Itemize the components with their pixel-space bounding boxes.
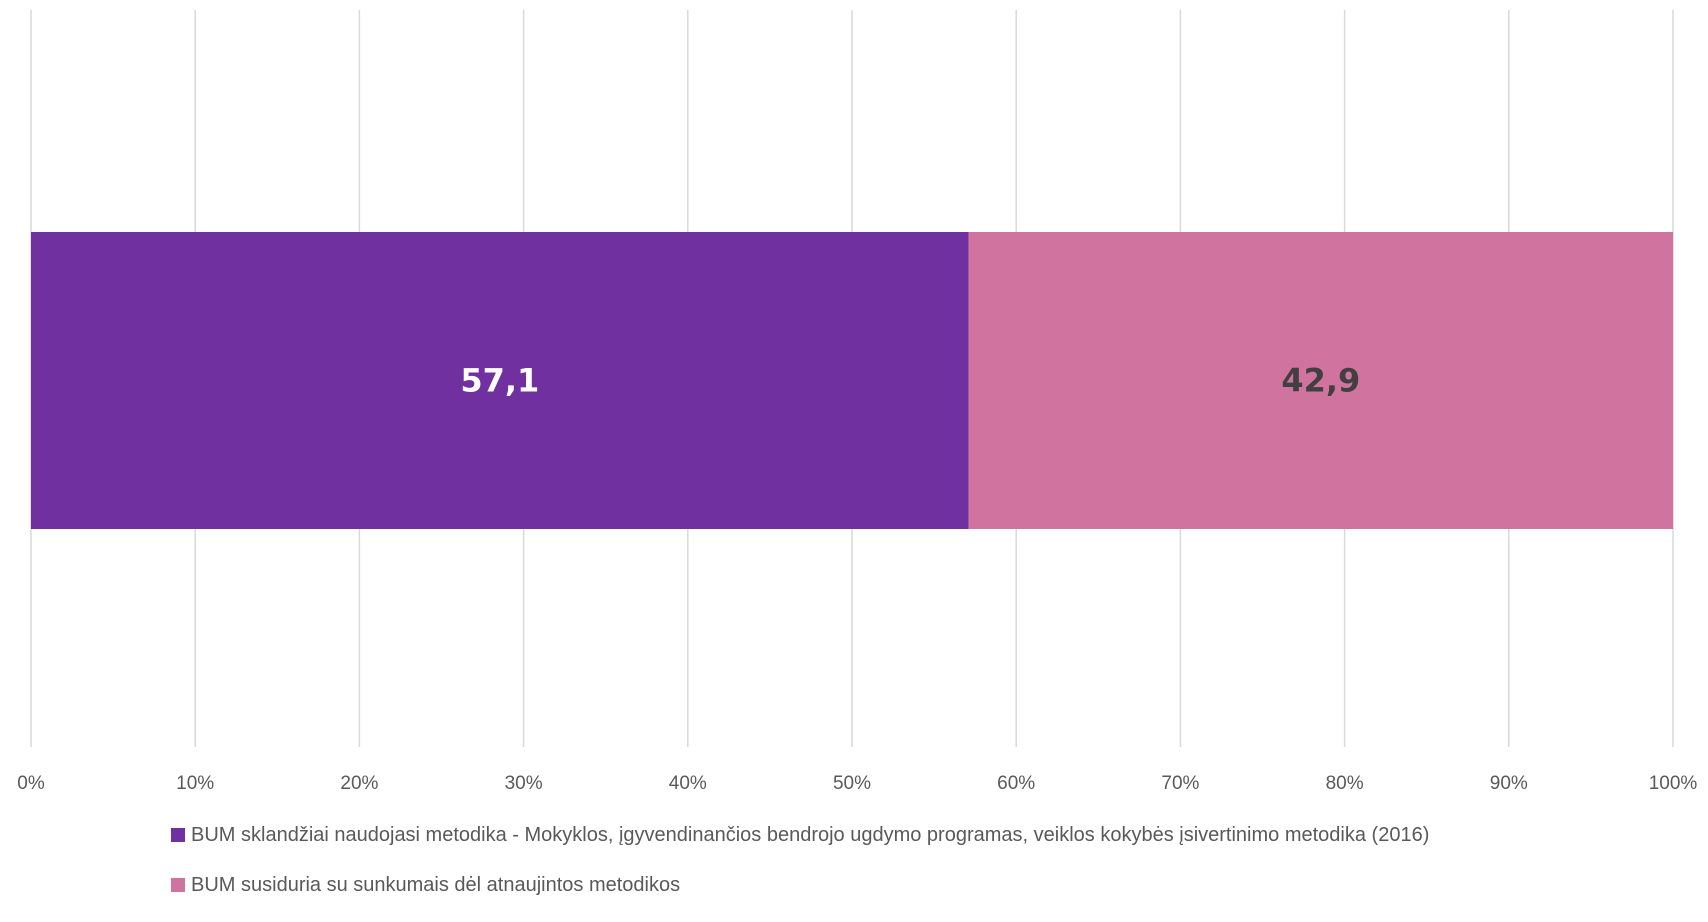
legend-label-series-1: BUM sklandžiai naudojasi metodika - Moky… (191, 823, 1430, 846)
legend-item-series-2: BUM susiduria su sunkumais dėl atnaujint… (171, 872, 1671, 898)
x-tick-label: 20% (340, 773, 378, 794)
legend: BUM sklandžiai naudojasi metodika - Moky… (171, 822, 1671, 922)
x-tick-label: 30% (505, 773, 543, 794)
legend-label-series-2: BUM susiduria su sunkumais dėl atnaujint… (191, 873, 681, 896)
x-tick-label: 50% (833, 773, 871, 794)
x-tick-label: 90% (1490, 773, 1528, 794)
data-label-series-1: 57,1 (460, 362, 539, 400)
legend-item-series-1: BUM sklandžiai naudojasi metodika - Moky… (171, 822, 1671, 848)
legend-swatch-series-1 (171, 828, 185, 842)
data-labels: 57,1 42,9 (460, 362, 1360, 400)
bar-segments (31, 232, 1673, 529)
x-tick-label: 100% (1649, 773, 1698, 794)
x-axis-ticks: 0% 10% 20% 30% 40% 50% 60% 70% 80% 90% 100% (17, 773, 1697, 794)
x-tick-label: 70% (1161, 773, 1199, 794)
legend-swatch-series-2 (171, 878, 185, 892)
data-label-series-2: 42,9 (1281, 362, 1360, 400)
x-tick-label: 40% (669, 773, 707, 794)
x-tick-label: 60% (997, 773, 1035, 794)
stacked-bar-chart: 57,1 42,9 0% 10% 20% 30% 40% 50% 60% 70% 80% 90% 10… (17, 10, 1697, 794)
bar-segment-series-1 (31, 232, 969, 529)
x-tick-label: 10% (176, 773, 214, 794)
bar-segment-series-2 (968, 232, 1673, 529)
x-tick-label: 80% (1326, 773, 1364, 794)
x-tick-label: 0% (17, 773, 45, 794)
